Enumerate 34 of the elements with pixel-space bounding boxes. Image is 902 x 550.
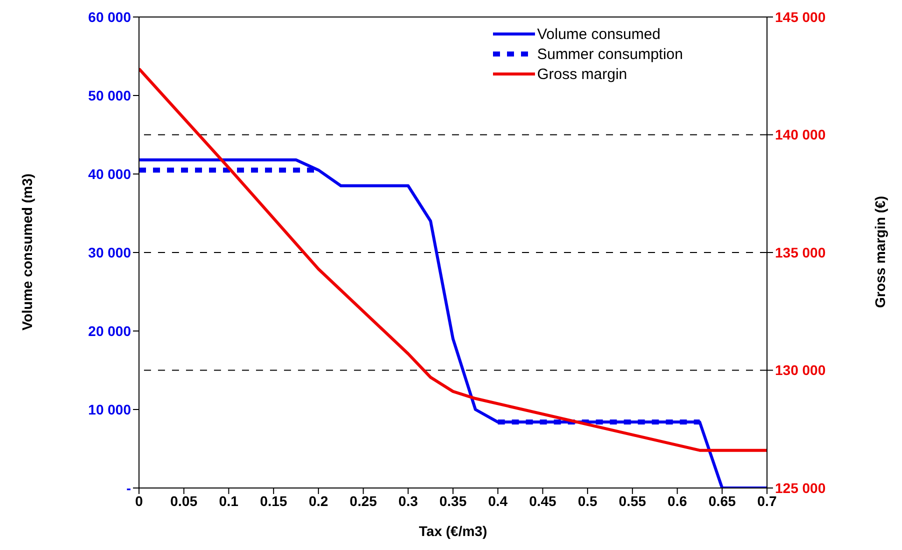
y2-tick-label: 130 000 [775,362,826,378]
y-tick-label: 60 000 [88,8,132,25]
legend-label: Gross margin [537,66,628,82]
legend-label: Volume consumed [537,26,660,42]
y-tick-label: 20 000 [88,322,132,339]
y2-axis-title: Gross margin (€) [872,194,888,310]
x-tick-label: 0.4 [488,492,508,509]
y-tick-label: - [126,480,132,496]
y-axis-title: Volume consumed (m3) [19,172,35,332]
x-tick-label: 0.05 [170,492,198,509]
y2-tick-label: 125 000 [775,480,826,496]
line-series [139,67,767,452]
x-tick-label: 0.35 [439,492,467,509]
y-tick-label: 40 000 [88,166,132,182]
y-tick-label: 30 000 [88,244,132,260]
x-tick-label: 0.1 [218,492,239,509]
x-tick-label: 0 [135,492,144,509]
y2-tick-label: 140 000 [775,126,826,143]
x-tick-label: 0.45 [529,492,557,509]
x-tick-label: 0.15 [260,492,288,509]
y2-tick-label: 135 000 [775,244,826,260]
y2-tick-label: 145 000 [775,8,826,25]
y-tick-label: 10 000 [88,401,132,418]
x-tick-label: 0.55 [618,492,646,509]
x-tick-label: 0.65 [708,492,736,509]
legend-label: Summer consumption [537,46,683,62]
x-tick-label: 0.5 [578,492,598,509]
x-tick-label: 0.7 [757,492,777,509]
x-axis-title: Tax (€/m3) [418,523,488,539]
x-tick-label: 0.6 [668,492,688,509]
y-tick-label: 50 000 [88,87,132,104]
x-tick-label: 0.3 [398,492,418,509]
x-tick-label: 0.25 [350,492,378,509]
x-tick-label: 0.2 [308,492,328,509]
